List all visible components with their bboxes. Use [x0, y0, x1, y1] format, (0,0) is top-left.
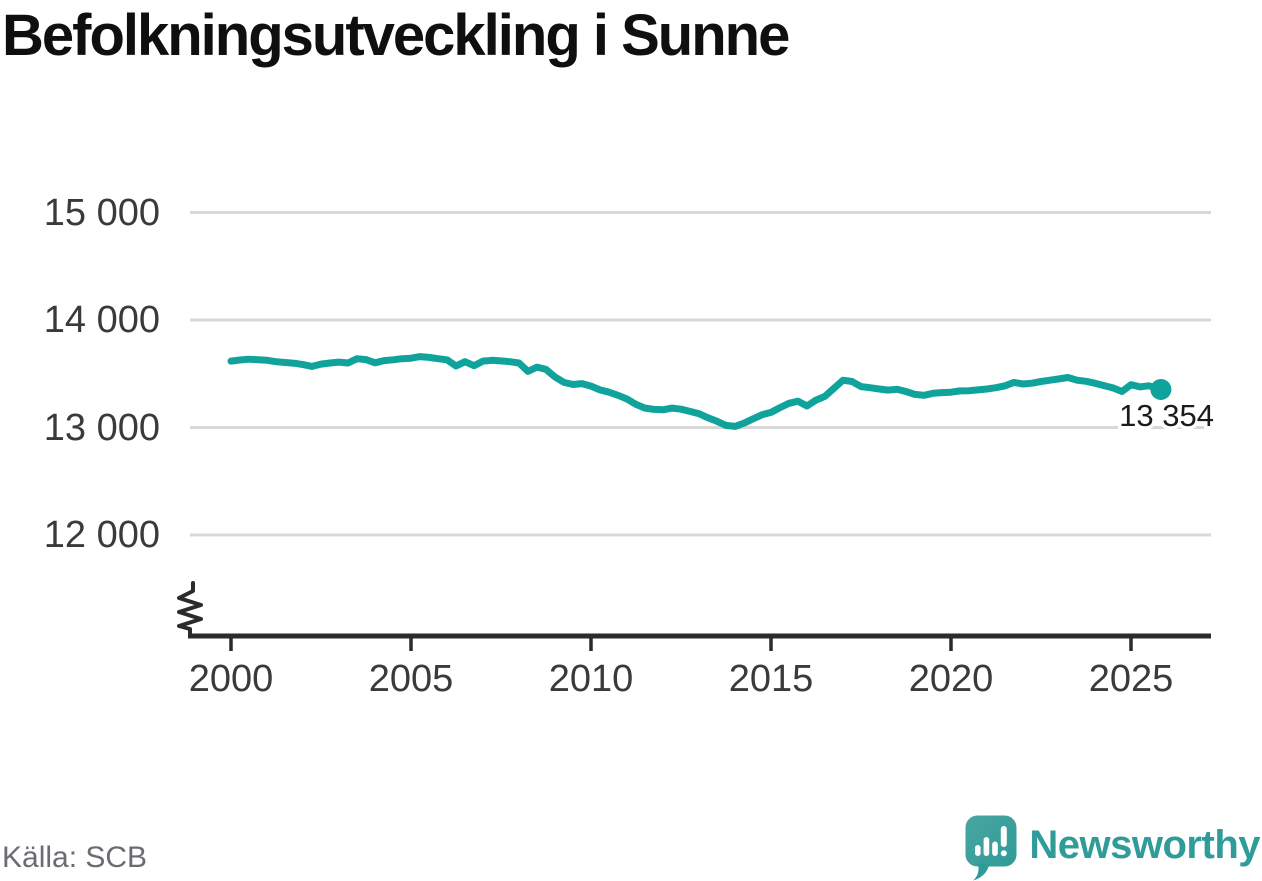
chart-title: Befolkningsutveckling i Sunne	[2, 3, 790, 68]
newsworthy-logo-icon	[965, 815, 1017, 881]
x-tick-label: 2000	[188, 658, 274, 700]
y-tick-label: 15 000	[43, 191, 160, 234]
x-tick-label: 2010	[548, 658, 634, 700]
x-tick-label: 2015	[728, 658, 814, 700]
source-label: Källa: SCB	[2, 841, 148, 874]
y-tick-label: 14 000	[43, 299, 160, 341]
x-tick-label: 2025	[1088, 658, 1174, 700]
y-tick-label: 13 000	[43, 406, 160, 449]
population-series-line	[227, 353, 1165, 430]
axis-break-icon	[177, 581, 203, 636]
newsworthy-brand-link[interactable]: Newsworthy	[965, 815, 1260, 881]
x-tick-label: 2020	[908, 658, 994, 700]
end-value-label: 13 354	[1119, 398, 1214, 433]
last-value-dot	[1150, 378, 1172, 400]
x-tick-label: 2005	[368, 658, 454, 700]
y-tick-label: 12 000	[43, 514, 160, 556]
newsworthy-wordmark: Newsworthy	[1029, 823, 1260, 867]
